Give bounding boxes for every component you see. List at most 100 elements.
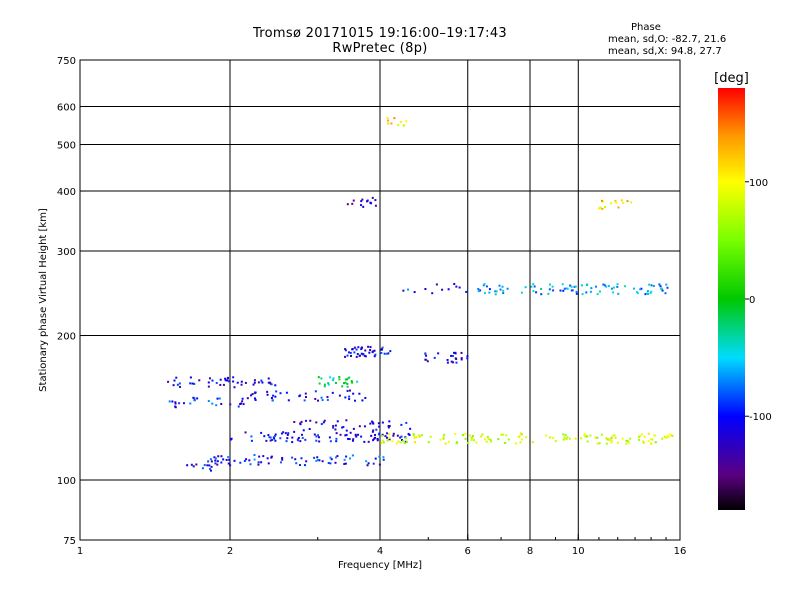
trace-point bbox=[615, 201, 618, 204]
trace-point bbox=[240, 402, 243, 405]
trace-point bbox=[502, 289, 505, 292]
y-tick-label: 300 bbox=[57, 247, 76, 258]
trace-point bbox=[455, 442, 458, 445]
trace-point bbox=[339, 433, 342, 436]
trace-point bbox=[405, 120, 408, 123]
trace-point bbox=[617, 292, 620, 295]
trace-point bbox=[360, 346, 363, 349]
trace-point bbox=[252, 383, 255, 386]
trace-point bbox=[365, 460, 368, 463]
trace-point bbox=[372, 429, 375, 432]
trace-point bbox=[637, 435, 640, 438]
trace-point bbox=[216, 460, 219, 463]
trace-point bbox=[193, 382, 196, 385]
trace-point bbox=[378, 432, 381, 435]
trace-point bbox=[269, 439, 272, 442]
trace-point bbox=[220, 461, 223, 464]
trace-point bbox=[489, 438, 492, 441]
trace-point bbox=[525, 436, 528, 439]
trace-point bbox=[351, 381, 354, 384]
trace-point bbox=[239, 461, 242, 464]
trace-point bbox=[224, 377, 227, 380]
trace-point bbox=[489, 440, 492, 443]
trace-point bbox=[569, 284, 572, 287]
trace-point bbox=[332, 377, 335, 380]
trace-point bbox=[596, 436, 599, 439]
trace-point bbox=[669, 433, 672, 436]
trace-point bbox=[666, 434, 669, 437]
trace-point bbox=[381, 421, 384, 424]
x-tick-label: 4 bbox=[377, 546, 383, 557]
trace-point bbox=[362, 205, 365, 208]
x-tick-label: 1 bbox=[77, 546, 83, 557]
trace-point bbox=[609, 202, 612, 205]
trace-point bbox=[598, 442, 601, 445]
trace-point bbox=[462, 434, 465, 437]
trace-point bbox=[378, 463, 381, 466]
x-axis-label: Frequency [MHz] bbox=[338, 560, 422, 571]
trace-point bbox=[400, 439, 403, 442]
trace-point bbox=[335, 440, 338, 443]
trace-point bbox=[299, 423, 302, 426]
trace-point bbox=[638, 435, 641, 438]
trace-point bbox=[420, 434, 423, 437]
trace-point bbox=[442, 436, 445, 439]
trace-point bbox=[210, 465, 213, 468]
trace-point bbox=[248, 459, 251, 462]
trace-point bbox=[532, 283, 535, 286]
trace-point bbox=[650, 442, 653, 445]
trace-point bbox=[332, 379, 335, 382]
trace-point bbox=[334, 428, 337, 431]
trace-point bbox=[270, 396, 273, 399]
colorbar-tick-label: -100 bbox=[749, 412, 772, 423]
trace-point bbox=[364, 349, 367, 352]
trace-point bbox=[581, 284, 584, 287]
trace-point bbox=[287, 432, 290, 435]
trace-point bbox=[562, 438, 565, 441]
trace-point bbox=[607, 285, 610, 288]
trace-point bbox=[360, 352, 363, 355]
trace-point bbox=[403, 442, 406, 445]
trace-point bbox=[590, 287, 593, 290]
y-tick-label: 400 bbox=[57, 187, 76, 198]
trace-point bbox=[167, 380, 170, 383]
trace-point bbox=[329, 462, 332, 465]
trace-point bbox=[540, 287, 543, 290]
trace-point bbox=[329, 456, 332, 459]
trace-point bbox=[388, 438, 391, 441]
trace-point bbox=[315, 459, 318, 462]
trace-point bbox=[454, 351, 457, 354]
trace-point bbox=[397, 440, 400, 443]
trace-point bbox=[460, 357, 463, 360]
trace-point bbox=[473, 439, 476, 442]
trace-point bbox=[346, 203, 349, 206]
trace-point bbox=[186, 464, 189, 467]
trace-point bbox=[317, 376, 320, 379]
trace-point bbox=[358, 354, 361, 357]
trace-point bbox=[583, 433, 586, 436]
trace-point bbox=[399, 120, 402, 123]
trace-point bbox=[338, 394, 341, 397]
y-tick-label: 750 bbox=[57, 56, 76, 67]
trace-point bbox=[303, 464, 306, 467]
trace-point bbox=[614, 436, 617, 439]
trace-point bbox=[409, 427, 412, 430]
trace-point bbox=[568, 437, 571, 440]
trace-point bbox=[455, 357, 458, 360]
trace-point bbox=[418, 434, 421, 437]
trace-point bbox=[365, 200, 368, 203]
trace-point bbox=[659, 287, 662, 290]
trace-point bbox=[323, 385, 326, 388]
trace-point bbox=[345, 433, 348, 436]
trace-point bbox=[304, 396, 307, 399]
trace-point bbox=[378, 425, 381, 428]
trace-point bbox=[300, 457, 303, 460]
trace-point bbox=[665, 436, 668, 439]
trace-point bbox=[274, 439, 277, 442]
trace-point bbox=[669, 434, 672, 437]
trace-point bbox=[447, 440, 450, 443]
trace-point bbox=[399, 441, 402, 444]
trace-point bbox=[360, 348, 363, 351]
trace-point bbox=[272, 394, 275, 397]
trace-point bbox=[355, 348, 358, 351]
